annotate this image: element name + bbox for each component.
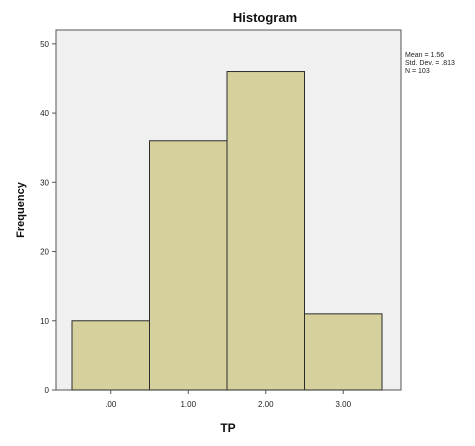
y-tick-label: 50 [40, 40, 49, 49]
stat-std-dev: Std. Dev. = .813 [405, 60, 455, 67]
histogram-bar [304, 313, 383, 391]
y-tick-label: 10 [40, 317, 49, 326]
bars-group [71, 71, 383, 391]
x-axis-label: TP [220, 421, 235, 435]
chart-title: Histogram [233, 10, 297, 25]
histogram-bar [149, 140, 228, 391]
y-tick-label: 0 [45, 386, 50, 395]
x-axis-ticks: .00 1.00 2.00 3.00 [105, 390, 352, 409]
x-tick-label: 2.00 [258, 400, 274, 409]
histogram-bar [226, 71, 305, 391]
x-tick-label: 1.00 [180, 400, 196, 409]
histogram-bar [71, 320, 150, 391]
y-axis-ticks: 0 10 20 30 40 50 [40, 40, 56, 395]
stat-mean: Mean = 1.56 [405, 52, 444, 59]
y-axis-label: Frequency [15, 181, 27, 238]
y-tick-label: 30 [40, 178, 49, 187]
y-tick-label: 40 [40, 109, 49, 118]
y-tick-label: 20 [40, 248, 49, 257]
x-tick-label: 3.00 [335, 400, 351, 409]
x-tick-label: .00 [105, 400, 117, 409]
stat-n: N = 103 [405, 68, 430, 75]
